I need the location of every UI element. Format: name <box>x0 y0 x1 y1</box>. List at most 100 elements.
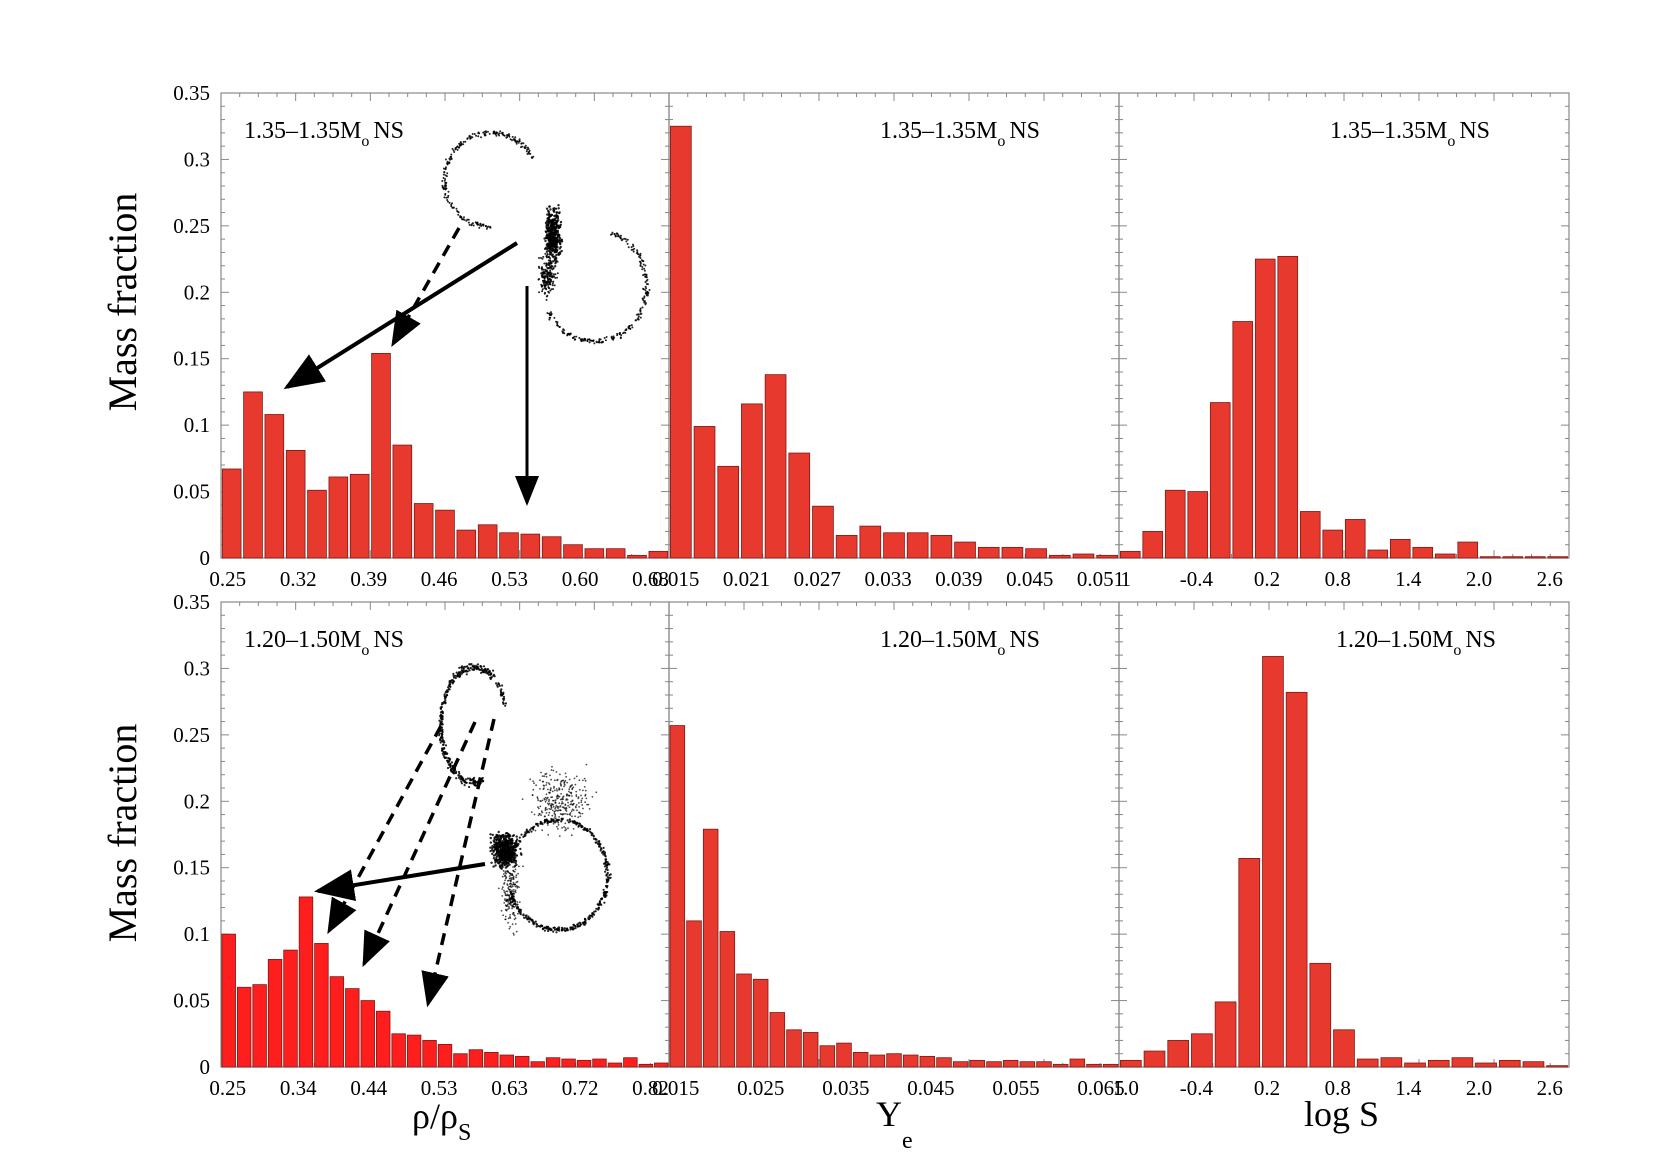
particle <box>579 815 582 818</box>
particle <box>496 849 500 852</box>
particle <box>557 824 560 826</box>
particle <box>535 822 538 825</box>
particle <box>545 784 548 786</box>
particle <box>444 699 447 702</box>
particle <box>515 930 518 933</box>
panel-label-top-logs-ns: NS <box>1459 118 1490 144</box>
particle <box>608 876 611 880</box>
particle <box>547 242 551 245</box>
particle <box>574 783 577 786</box>
particle <box>520 853 523 856</box>
particle <box>496 131 499 134</box>
particle <box>575 335 578 338</box>
particle <box>451 202 453 205</box>
particle <box>447 688 450 691</box>
particle <box>476 666 480 669</box>
particle <box>594 910 597 913</box>
particle <box>507 917 510 920</box>
particle <box>448 682 451 686</box>
particle <box>441 701 444 705</box>
x-tick-label: 0.035 <box>822 1076 869 1100</box>
particle <box>509 899 511 902</box>
particle <box>603 891 606 894</box>
particle <box>564 822 567 825</box>
particle <box>568 819 571 822</box>
x-tick-label: 2.0 <box>1466 567 1492 591</box>
panel-label-bottom-ye-main: 1.20–1.50M <box>880 627 997 653</box>
particle <box>553 229 556 232</box>
particle <box>598 341 601 344</box>
particle <box>553 248 556 251</box>
particle <box>519 908 522 911</box>
particle <box>641 297 644 300</box>
particle <box>463 216 465 219</box>
particle <box>644 273 647 276</box>
particle <box>510 901 512 904</box>
particle <box>602 888 605 891</box>
particle <box>520 142 523 145</box>
particle <box>644 264 647 267</box>
bar <box>1389 539 1411 559</box>
panel-frame <box>1118 92 1570 559</box>
particle <box>565 928 569 931</box>
particle <box>522 142 525 145</box>
particle <box>515 142 518 145</box>
y-tick-label: 0.35 <box>173 81 210 105</box>
particle <box>439 707 443 710</box>
particle <box>554 257 557 260</box>
y-tick-label: 0 <box>200 546 211 570</box>
particle <box>509 925 512 928</box>
particle <box>482 665 486 668</box>
particle <box>548 253 551 256</box>
y-axis-title-top: Mass fraction <box>100 193 145 412</box>
particle <box>598 900 602 903</box>
particle <box>501 863 504 865</box>
particle <box>507 834 511 838</box>
particle <box>557 797 559 799</box>
particle <box>567 827 569 830</box>
particle <box>442 186 445 189</box>
bar <box>592 1058 607 1068</box>
x-tick-label: 0.033 <box>864 567 911 591</box>
particle <box>635 252 638 255</box>
particle <box>566 781 568 784</box>
particle <box>441 718 444 721</box>
particle <box>550 264 553 267</box>
particle <box>545 220 549 223</box>
particle <box>573 338 576 341</box>
particle <box>479 665 483 668</box>
particle <box>559 806 561 808</box>
particle <box>452 206 455 209</box>
bar <box>1309 962 1332 1068</box>
particle <box>581 338 584 341</box>
particle <box>586 803 588 806</box>
particle <box>509 888 511 891</box>
particle <box>517 872 519 875</box>
particle <box>514 891 517 894</box>
particle <box>501 684 504 687</box>
particle <box>548 264 551 267</box>
particle <box>493 131 496 134</box>
particle <box>478 226 481 229</box>
particle <box>600 903 603 907</box>
panel-label-top-ye-sub: o <box>997 133 1005 150</box>
particle <box>511 885 514 888</box>
particle <box>571 336 574 339</box>
particle <box>554 233 557 236</box>
particle <box>438 734 441 737</box>
particle <box>523 834 526 838</box>
particle <box>443 171 446 174</box>
particle <box>556 321 559 324</box>
particle <box>560 781 562 783</box>
particle <box>441 728 444 732</box>
particle <box>562 331 565 334</box>
inset-particle-cloud-top <box>441 130 651 345</box>
particle <box>566 813 569 816</box>
inset-particle-cloud-bottom <box>438 663 612 936</box>
particle <box>454 676 457 680</box>
bar <box>1069 1058 1086 1068</box>
particle <box>468 669 471 672</box>
x-tick-label: 0.051 <box>1077 567 1124 591</box>
particle <box>553 259 556 262</box>
particle <box>444 167 447 170</box>
